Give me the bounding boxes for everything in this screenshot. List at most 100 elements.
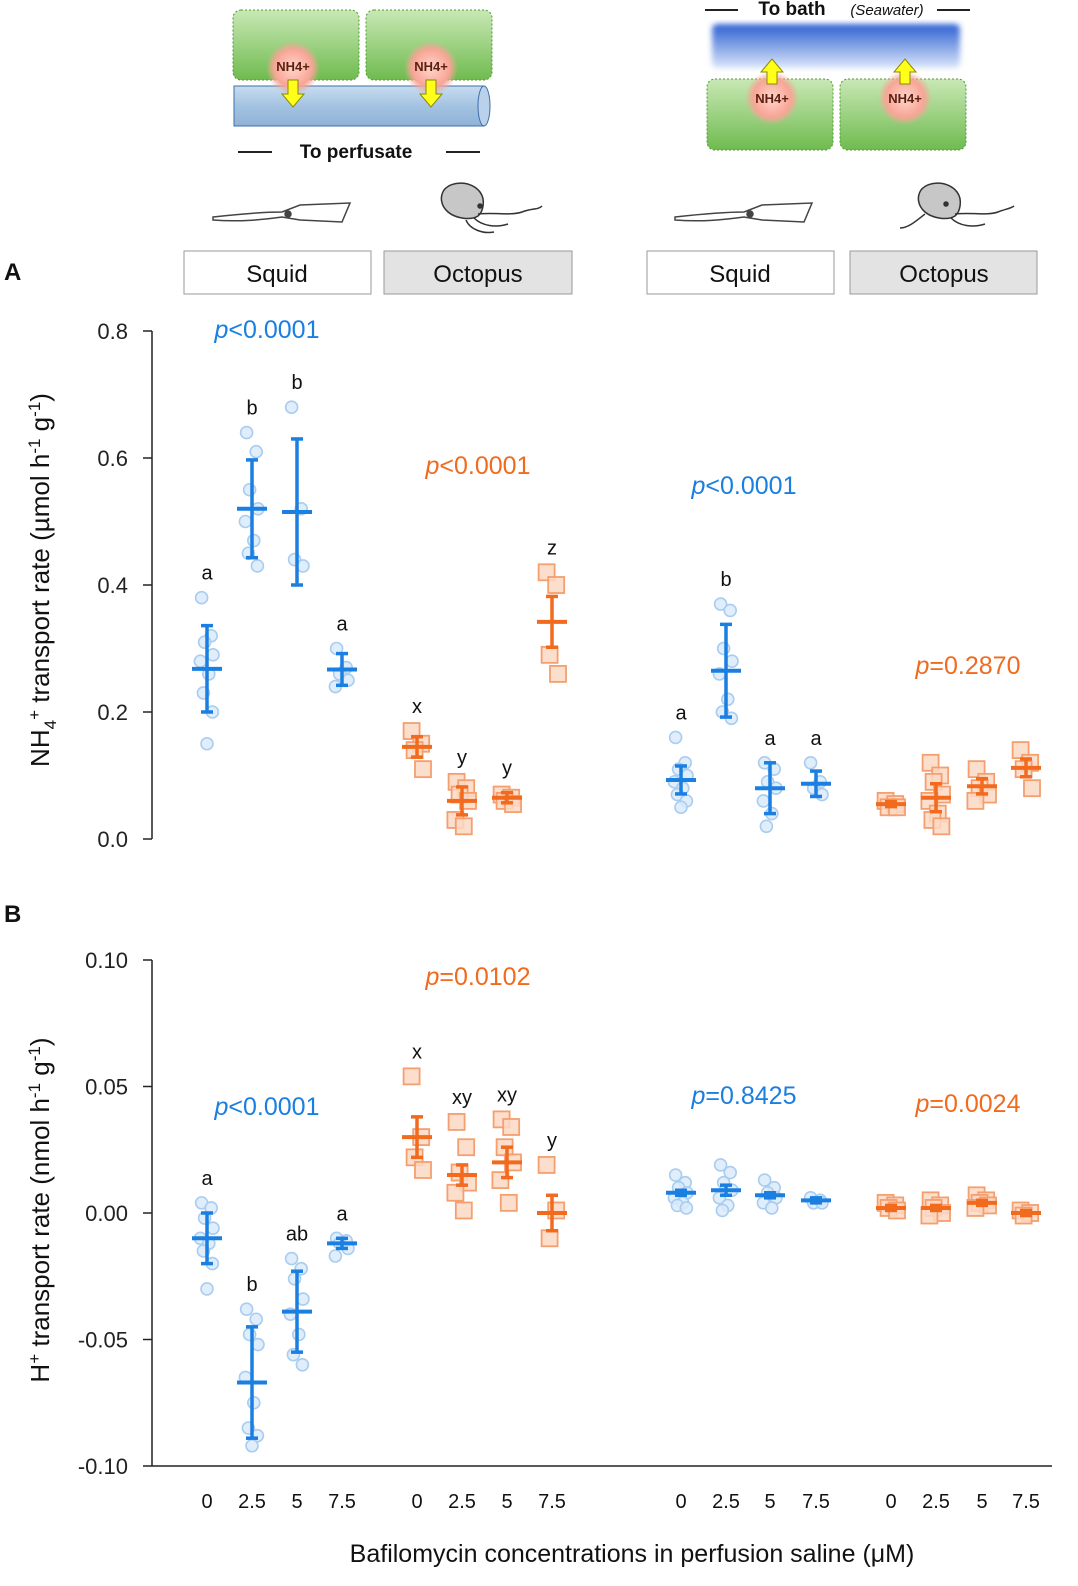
data-point [537,1156,556,1174]
diagram-header: NH4+ NH4+ To perfusate To bath (Seawater… [183,0,1038,295]
data-point [499,1193,518,1212]
significance-letter: a [336,614,348,636]
data-point [284,400,299,415]
ion-label: NH4+ [414,59,448,74]
x-tick-label: 5 [976,1491,987,1513]
data-point [296,559,310,573]
data-point [713,1158,728,1172]
ion-glow [745,71,799,125]
data-point [756,794,771,808]
data-point [247,533,261,548]
data-point [502,1118,521,1136]
group-box-octopus [383,250,573,295]
octopus-icon [899,182,1015,229]
perfusate-label: To perfusate [300,142,413,163]
down-arrow-icon [418,79,444,108]
data-point [540,645,559,664]
y-tick-label: 0.8 [97,319,128,344]
ion-label: NH4+ [888,91,922,106]
x-tick-label: 2.5 [238,1491,266,1513]
y-tick-label: 0.4 [97,573,128,598]
p-value-label: p=0.0024 [915,1090,1021,1118]
group-label-squid: Squid [246,261,307,288]
significance-letter: xy [452,1087,472,1109]
perfusate-tube-end [477,85,491,127]
group-label-octopus: Octopus [433,261,522,288]
x-tick-label: 0 [885,1491,896,1513]
p-value-label: p=0.8425 [691,1082,797,1110]
y-tick-label: 0.6 [97,446,128,471]
significance-letter: b [291,372,302,394]
data-point [716,641,731,656]
data-point [1023,779,1041,798]
bath-label: To bath [758,0,825,20]
significance-letter: xy [497,1084,517,1106]
group-label-octopus: Octopus [899,261,988,288]
data-point [284,1251,299,1266]
down-arrow-icon [280,79,306,108]
significance-letter: b [246,1274,257,1296]
octopus-icon [440,182,543,234]
x-tick-label: 7.5 [538,1491,566,1513]
significance-letter: a [336,1203,348,1225]
series-squid: p=0.8425 [666,1082,831,1218]
ion-glow [404,41,458,95]
significance-letter: x [412,696,422,718]
p-value-label: p<0.0001 [214,1093,320,1121]
data-point [674,800,688,815]
y-tick-label: 0.10 [85,948,128,973]
data-point [966,792,985,810]
data-point [414,1161,432,1179]
data-point [194,590,209,605]
data-point [200,1282,214,1296]
data-point [723,603,738,618]
data-point [414,760,432,779]
group-label-squid: Squid [709,261,770,288]
data-point [547,576,566,594]
perfusate-diagram: NH4+ NH4+ To perfusate [232,9,493,163]
x-tick-label: 2.5 [922,1491,950,1513]
data-point [447,1113,466,1131]
data-point [287,1271,302,1286]
up-arrow-icon [759,58,785,85]
y-axis-label: NH4+ transport rate (µmol h-1 g-1) [25,393,60,767]
data-point [668,730,683,745]
group-box-squid [646,250,835,295]
group-box-octopus [849,250,1038,295]
p-value-label: p=0.0102 [425,963,531,991]
panel-b-chart: -0.10 -0.05 0.00 0.05 0.10 H+ transport rate … [25,948,1041,1479]
p-value-label: p<0.0001 [214,316,320,344]
series-octopus: p=0.0024 [876,1090,1041,1225]
data-point [247,1395,261,1410]
significance-letter: a [810,728,822,750]
data-point [715,1203,730,1218]
data-point [249,1312,264,1327]
series-octopus: p=0.0102 x xy xy y [402,963,567,1248]
data-point [457,1138,476,1157]
significance-letter: a [764,728,776,750]
x-tick-label: 0 [201,1491,212,1513]
panel-label-b: B [4,901,21,928]
significance-letter: b [246,398,257,420]
x-tick-label: 5 [291,1491,302,1513]
y-tick-label: 0.00 [85,1201,128,1226]
data-point [764,1201,779,1215]
significance-letter: z [547,537,557,559]
x-tick-label: 5 [764,1491,775,1513]
data-point [239,425,254,440]
data-point [245,1438,259,1453]
perfusate-tube [233,85,485,127]
x-tick-labels: 0 2.5 5 7.5 0 2.5 5 7.5 0 2.5 5 7.5 0 2.5 5 7.5 [152,1465,1052,1513]
data-point [803,755,818,770]
y-tick-label: 0.2 [97,700,128,725]
data-point [197,635,212,649]
data-point [250,559,265,573]
x-tick-label: 7.5 [328,1491,356,1513]
p-value-label: p<0.0001 [691,472,797,500]
data-point [757,1173,772,1187]
data-point [193,654,208,669]
data-point [242,482,257,497]
data-point [328,1249,343,1263]
